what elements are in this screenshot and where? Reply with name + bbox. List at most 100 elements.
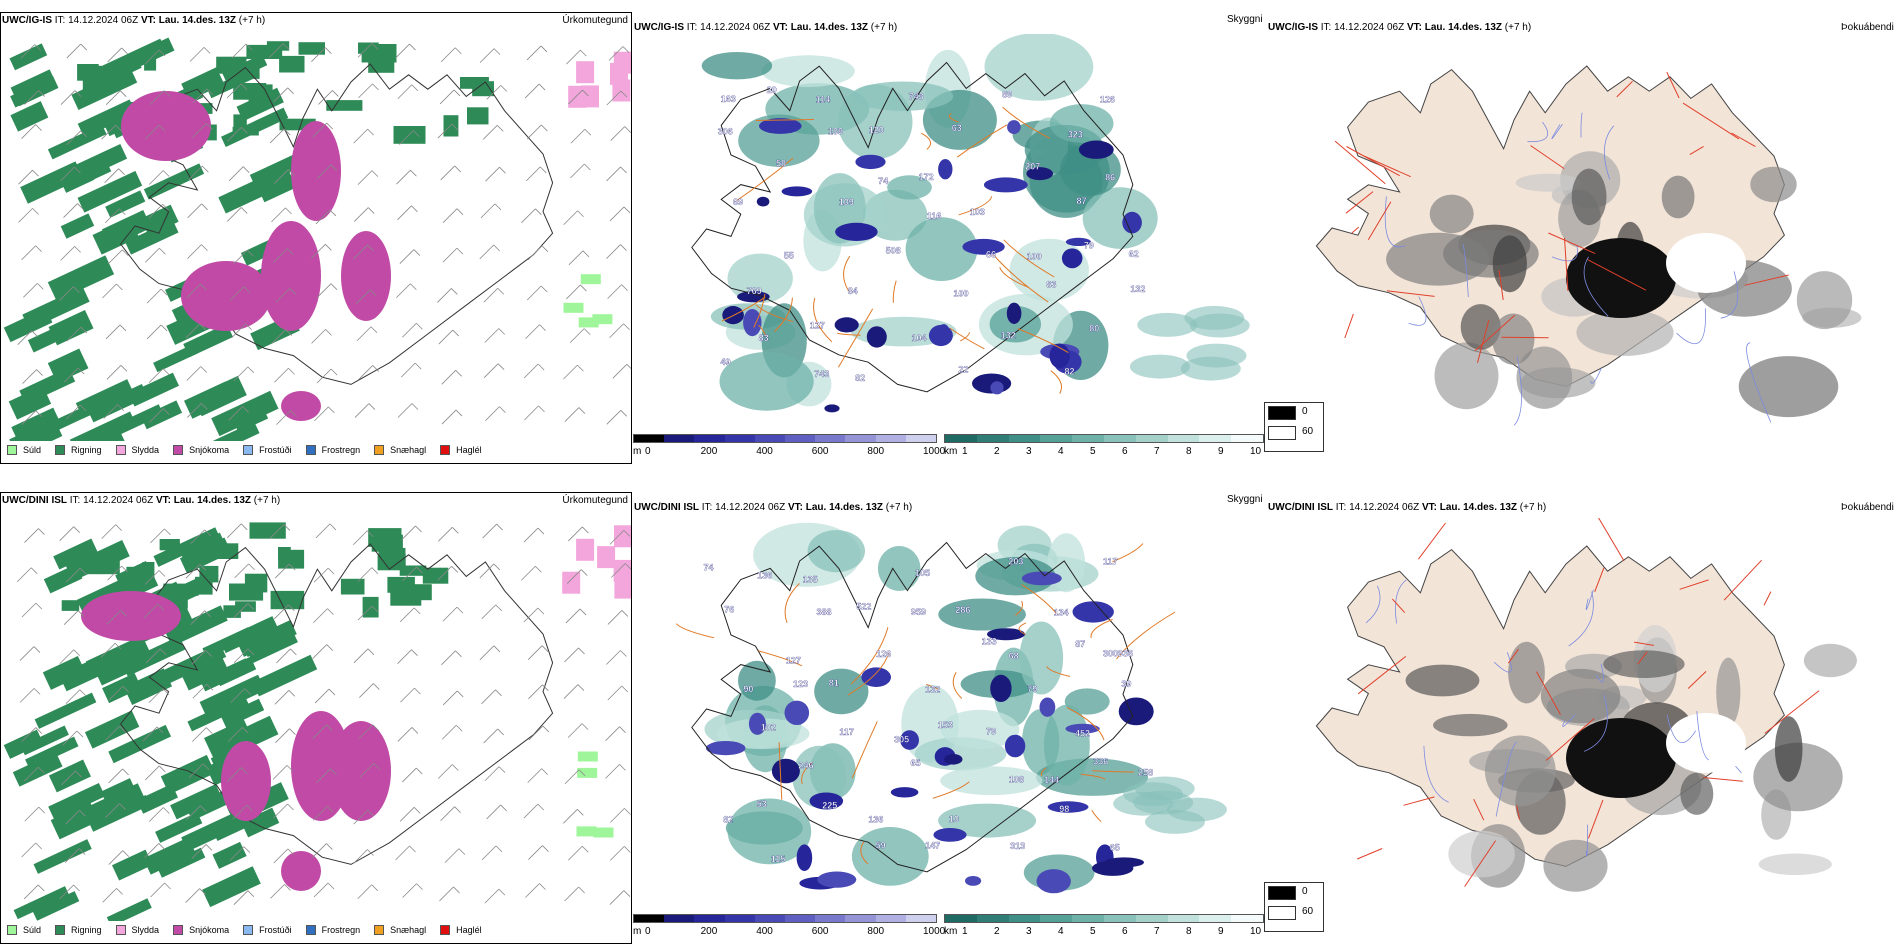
cloudbase-value-label: 79 — [1027, 684, 1037, 694]
precip-type-product-title: Úrkomutegund — [562, 495, 628, 506]
wind-barb — [186, 283, 207, 299]
road — [1464, 840, 1497, 887]
low-visibility-area — [887, 175, 932, 200]
fog-index-header: UWC/IG-IS IT: 14.12.2024 06Z VT: Lau. 14… — [1268, 22, 1531, 34]
cloudbase-value-label: 134 — [1054, 608, 1069, 618]
sleet-area — [610, 62, 628, 85]
cloudbase-value-label: 117 — [839, 727, 854, 737]
legend-swatch — [243, 445, 254, 455]
wind-barb — [564, 886, 585, 902]
precip-type-header: UWC/DINI ISL IT: 14.12.2024 06Z VT: Lau.… — [2, 495, 280, 507]
wind-barb — [148, 688, 170, 703]
road — [813, 297, 833, 343]
wind-barb — [563, 809, 584, 824]
wind-barb — [609, 890, 631, 905]
cloudbase-value-label: 225 — [822, 801, 837, 811]
rain-area — [10, 69, 59, 107]
low-cloudbase-area — [861, 667, 891, 687]
fog-area — [1492, 235, 1527, 293]
cloudbase-value-label: 136 — [757, 570, 772, 580]
low-cloudbase-area — [990, 381, 1004, 395]
low-visibility-area — [851, 81, 954, 111]
legend-item: Súld — [7, 445, 41, 455]
model-name: UWC/IG-IS — [1268, 22, 1318, 33]
wind-barb — [402, 767, 423, 783]
river — [1666, 714, 1697, 743]
wind-barb — [483, 728, 504, 744]
wind-barb — [275, 728, 296, 743]
wind-barb — [353, 244, 374, 260]
road — [1637, 651, 1648, 665]
wind-barb — [567, 723, 589, 738]
rain-area — [242, 64, 260, 79]
fog-index-map — [1315, 518, 1857, 892]
road — [1351, 226, 1360, 234]
legend-label: Frostúði — [259, 445, 292, 455]
wind-barb — [231, 43, 253, 59]
rain-area — [50, 801, 99, 840]
rain-area — [157, 847, 206, 878]
rain-area — [257, 171, 297, 203]
road — [1091, 809, 1102, 823]
cloudbase-visibility-panel: UWC/IG-IS IT: 14.12.2024 06Z VT: Lau. 14… — [632, 12, 1324, 464]
road — [1417, 522, 1446, 560]
rain-area — [181, 813, 238, 852]
low-cloudbase-area — [835, 222, 878, 241]
cloudbase-value-label: 104 — [912, 333, 927, 343]
wind-barb — [609, 530, 631, 545]
road — [1507, 648, 1519, 664]
wind-barb — [437, 764, 459, 779]
vt-label: VT: — [155, 495, 171, 506]
wind-barb — [19, 688, 41, 703]
fog-legend-frame — [1264, 402, 1324, 452]
low-visibility-area — [1082, 187, 1158, 249]
legend-label: Snjókoma — [189, 925, 230, 935]
wind-barb — [63, 610, 85, 625]
road — [1344, 313, 1354, 339]
wind-barb — [607, 284, 628, 299]
drizzle-area — [592, 314, 613, 325]
wind-barb — [402, 883, 423, 898]
river — [1365, 585, 1381, 624]
wind-barb — [275, 288, 297, 303]
coastline — [691, 541, 1134, 873]
low-cloudbase-area — [756, 196, 770, 207]
low-cloudbase-area — [990, 674, 1012, 702]
sleet-area — [613, 559, 631, 582]
valid-time: Lau. 14.des. 13Z — [1424, 22, 1503, 33]
rain-area — [467, 107, 489, 125]
low-cloudbase-area — [962, 238, 1005, 255]
river — [1735, 765, 1742, 774]
wind-barb — [312, 843, 333, 858]
legend-swatch — [7, 445, 17, 455]
visibility-tick: 6 — [1122, 446, 1128, 457]
fog-legend-frame — [1264, 882, 1324, 932]
cloudbase-value-label: 58 — [776, 159, 786, 169]
legend-item: Súld — [7, 925, 41, 935]
rain-area — [211, 390, 279, 437]
road — [1587, 799, 1604, 839]
wind-barb — [101, 524, 122, 539]
low-cloudbase-area — [1036, 869, 1071, 894]
wind-barb — [316, 768, 337, 783]
road — [1587, 259, 1647, 291]
wind-barb — [395, 845, 416, 861]
visibility-tick: 7 — [1154, 446, 1160, 457]
rain-area — [216, 56, 247, 74]
model-name: UWC/DINI ISL — [1268, 502, 1333, 513]
cloudbase-value-label: 65 — [911, 758, 921, 768]
cloudbase-value-label: 83 — [1046, 280, 1056, 290]
fog-area — [1750, 166, 1797, 203]
wind-barb — [59, 649, 81, 665]
fog-area — [1758, 853, 1832, 876]
wind-barb — [395, 43, 416, 59]
wind-barb — [566, 569, 588, 584]
road — [1046, 666, 1071, 677]
road — [960, 332, 971, 342]
wind-barb — [187, 203, 208, 219]
wind-barb — [148, 203, 169, 219]
wind-barb — [233, 249, 254, 265]
rain-area — [84, 710, 140, 749]
wind-barb — [524, 83, 546, 99]
rain-area — [156, 643, 227, 687]
